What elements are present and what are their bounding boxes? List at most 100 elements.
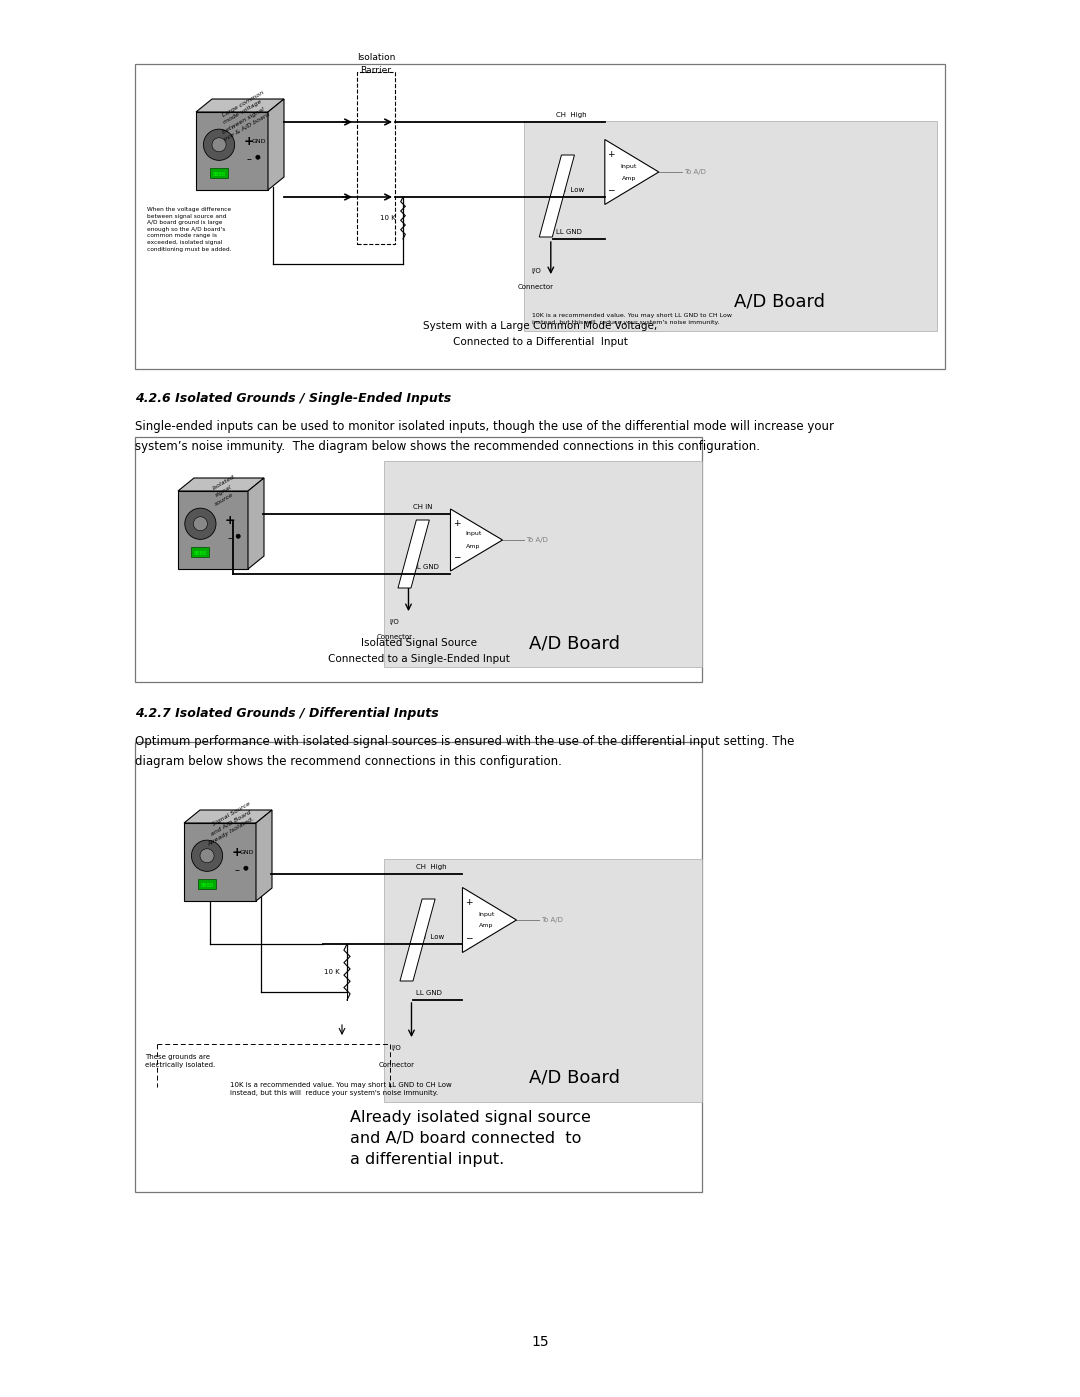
Polygon shape — [605, 140, 659, 204]
Text: Connected to a Differential  Input: Connected to a Differential Input — [453, 337, 627, 346]
Text: Connected to a Single-Ended Input: Connected to a Single-Ended Input — [327, 654, 510, 664]
Text: –: – — [228, 532, 232, 543]
Polygon shape — [195, 99, 284, 112]
Text: CH  Low: CH Low — [556, 187, 584, 193]
Polygon shape — [256, 810, 272, 901]
Circle shape — [185, 509, 216, 539]
Text: I/O: I/O — [392, 1045, 402, 1051]
Text: Already isolated signal source
and A/D board connected  to
a differential input.: Already isolated signal source and A/D b… — [351, 1111, 592, 1166]
Text: A/D Board: A/D Board — [529, 1067, 621, 1085]
Circle shape — [212, 138, 226, 152]
Text: 8888: 8888 — [194, 550, 207, 556]
Circle shape — [237, 534, 241, 538]
Text: Input: Input — [478, 911, 495, 916]
Text: −: − — [465, 933, 472, 942]
Text: and A/D Board: and A/D Board — [210, 809, 252, 837]
Text: I/O: I/O — [390, 619, 400, 624]
Text: GND: GND — [252, 140, 266, 144]
Text: Isolated Signal Source: Isolated Signal Source — [361, 638, 476, 648]
Circle shape — [203, 129, 234, 161]
Text: +: + — [465, 898, 472, 907]
Text: Amp: Amp — [480, 923, 494, 929]
Text: To A/D: To A/D — [684, 169, 705, 175]
Text: mode voltage: mode voltage — [222, 99, 264, 126]
Text: A/D Board: A/D Board — [734, 292, 825, 310]
Text: 10K is a recommended value. You may short LL GND to CH Low
instead, but this wil: 10K is a recommended value. You may shor… — [531, 313, 732, 324]
Polygon shape — [462, 887, 516, 953]
Text: Barrier: Barrier — [361, 66, 391, 75]
FancyBboxPatch shape — [135, 742, 702, 1192]
Text: I/O: I/O — [531, 268, 541, 274]
Polygon shape — [178, 478, 264, 490]
Text: Connector: Connector — [377, 634, 413, 640]
Text: −: − — [453, 552, 460, 562]
Text: CH IN: CH IN — [414, 504, 433, 510]
Text: Already Isolated.: Already Isolated. — [206, 816, 255, 847]
Text: 10K is a recommended value. You may short LL GND to CH Low
instead, but this wil: 10K is a recommended value. You may shor… — [230, 1083, 451, 1097]
Circle shape — [256, 155, 260, 159]
Text: To A/D: To A/D — [541, 916, 564, 923]
Text: 8888: 8888 — [213, 172, 226, 177]
Text: 15: 15 — [531, 1336, 549, 1350]
Polygon shape — [184, 810, 272, 823]
Text: Input: Input — [465, 531, 482, 536]
Text: between signal: between signal — [221, 106, 265, 134]
FancyBboxPatch shape — [384, 859, 702, 1102]
FancyBboxPatch shape — [135, 437, 702, 682]
Circle shape — [244, 866, 248, 870]
Text: LL GND: LL GND — [556, 229, 582, 235]
Circle shape — [191, 840, 222, 872]
FancyBboxPatch shape — [210, 168, 228, 179]
FancyBboxPatch shape — [135, 64, 945, 369]
Text: source: source — [214, 492, 234, 507]
Text: −: − — [607, 184, 615, 194]
Polygon shape — [399, 520, 430, 588]
Polygon shape — [248, 478, 264, 569]
Text: 4.2.6 Isolated Grounds / Single-Ended Inputs: 4.2.6 Isolated Grounds / Single-Ended In… — [135, 393, 451, 405]
FancyBboxPatch shape — [524, 120, 937, 331]
Text: When the voltage difference
between signal source and
A/D board ground is large
: When the voltage difference between sign… — [147, 207, 231, 251]
Text: 8888: 8888 — [201, 883, 214, 888]
Text: Optimum performance with isolated signal sources is ensured with the use of the : Optimum performance with isolated signal… — [135, 735, 795, 768]
Text: 10 K: 10 K — [380, 215, 396, 221]
Text: 10 K: 10 K — [324, 970, 340, 975]
Text: To A/D: To A/D — [526, 536, 549, 543]
Text: CH  High: CH High — [556, 112, 586, 117]
Text: GND: GND — [240, 851, 254, 855]
Text: +: + — [244, 136, 255, 148]
Text: –: – — [234, 865, 240, 875]
FancyBboxPatch shape — [198, 879, 216, 890]
Text: Isolation: Isolation — [356, 53, 395, 61]
Text: Single-ended inputs can be used to monitor isolated inputs, though the use of th: Single-ended inputs can be used to monit… — [135, 420, 834, 453]
Text: These grounds are
electrically isolated.: These grounds are electrically isolated. — [145, 1053, 215, 1067]
Text: CH  High: CH High — [417, 863, 447, 870]
Text: Large common: Large common — [221, 89, 265, 117]
Text: LL GND: LL GND — [414, 564, 440, 570]
Text: LL GND: LL GND — [417, 990, 443, 996]
Text: Signal Source: Signal Source — [211, 802, 251, 827]
Polygon shape — [450, 509, 502, 571]
Text: source & A/D board: source & A/D board — [215, 112, 271, 147]
FancyBboxPatch shape — [178, 490, 248, 569]
Text: +: + — [232, 847, 243, 859]
Text: +: + — [453, 518, 460, 528]
Polygon shape — [268, 99, 284, 190]
Text: –: – — [247, 154, 252, 163]
FancyBboxPatch shape — [195, 112, 268, 190]
Text: 4.2.7 Isolated Grounds / Differential Inputs: 4.2.7 Isolated Grounds / Differential In… — [135, 707, 438, 719]
Text: Amp: Amp — [467, 543, 481, 549]
Text: Isolated: Isolated — [212, 474, 237, 490]
Circle shape — [193, 517, 207, 531]
FancyBboxPatch shape — [191, 548, 210, 557]
Text: CH  Low: CH Low — [417, 935, 445, 940]
Text: +: + — [607, 149, 615, 159]
Text: System with a Large Common Mode Voltage,: System with a Large Common Mode Voltage, — [423, 321, 657, 331]
Text: Connector: Connector — [517, 284, 554, 291]
Text: +: + — [225, 514, 235, 527]
Circle shape — [200, 849, 214, 863]
Text: Amp: Amp — [622, 176, 636, 180]
Text: signal: signal — [215, 485, 233, 497]
Text: Input: Input — [621, 163, 637, 169]
Text: A/D Board: A/D Board — [529, 636, 621, 652]
FancyBboxPatch shape — [184, 823, 256, 901]
